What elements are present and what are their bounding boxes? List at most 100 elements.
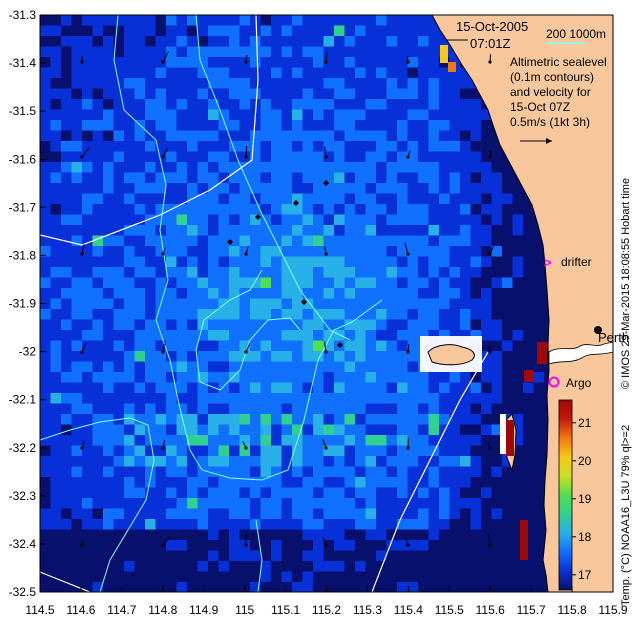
velocity-arrow: [162, 148, 169, 158]
velocity-origin: [406, 350, 410, 354]
drifter-label: drifter: [561, 255, 592, 269]
velocity-arrow: [324, 146, 327, 158]
velocity-origin: [324, 543, 328, 547]
velocity-origin: [80, 350, 84, 354]
velocity-origin: [488, 252, 492, 256]
x-tick-label: 115.1: [271, 603, 300, 617]
drifter-marker: >: [544, 255, 552, 270]
velocity-origin: [161, 350, 165, 354]
credit: © IMOS 29-Mar-2015 18:08:55 Hobart time: [620, 178, 632, 389]
y-tick-label: -31.8: [9, 248, 37, 262]
y-tick-label: -32.4: [9, 537, 37, 551]
x-tick-label: 114.8: [148, 603, 177, 617]
land-mask-strip: [500, 414, 506, 454]
coastal-warm-pixel: [537, 342, 547, 364]
colorbar-tick-label: 17: [578, 568, 592, 582]
velocity-origin: [324, 252, 328, 256]
velocity-arrow: [488, 534, 491, 546]
isobath-legend: 200 1000m: [546, 27, 606, 41]
velocity-origin: [488, 350, 492, 354]
y-tick-label: -31.9: [9, 297, 37, 311]
isobath-200m-2: [195, 269, 301, 391]
side-caption: Temp. (°C) NOAA16_L3U 79% ql>=2: [620, 425, 632, 606]
drifter-track-point: [323, 180, 329, 186]
velocity-origin: [488, 155, 492, 159]
city-label: Perth: [598, 330, 629, 345]
velocity-origin: [161, 252, 165, 256]
drifter-track-point: [337, 342, 343, 348]
x-tick-label: 115.2: [312, 603, 341, 617]
velocity-scale-arrow: [520, 138, 552, 144]
coastal-warm-pixel: [506, 420, 514, 456]
velocity-origin: [324, 155, 328, 159]
isobath-1000m-2: [371, 351, 489, 592]
x-tick-label: 114.5: [25, 603, 54, 617]
colorbar-ticks: 21 20 19 18 17: [572, 416, 592, 582]
velocity-origin: [80, 252, 84, 256]
y-tick-label: -31.6: [9, 152, 37, 166]
velocity-origin: [406, 446, 410, 450]
x-tick-label: 115.5: [435, 603, 464, 617]
velocity-vectors: [80, 51, 494, 547]
x-tick-label: 115.9: [598, 603, 627, 617]
velocity-origin: [244, 252, 248, 256]
x-tick-label: 115.3: [353, 603, 382, 617]
drifter-track-point: [255, 214, 261, 220]
altimetry-line-2: (0.1m contours): [510, 70, 594, 84]
x-tick-label: 114.9: [189, 603, 218, 617]
x-tick-label: 115: [235, 603, 254, 617]
velocity-origin: [488, 446, 492, 450]
velocity-arrow: [404, 242, 409, 255]
velocity-origin: [80, 60, 84, 64]
velocity-origin: [80, 543, 84, 547]
velocity-origin: [161, 60, 165, 64]
velocity-origin: [244, 60, 248, 64]
drifter-track-point: [227, 239, 233, 245]
velocity-origin: [406, 155, 410, 159]
velocity-arrow: [162, 536, 171, 546]
velocity-origin: [161, 543, 165, 547]
isobath-200m-3: [40, 417, 155, 592]
altimetry-line-3: and velocity for: [510, 85, 591, 99]
x-tick-label: 114.7: [107, 603, 136, 617]
colorbar-tick-label: 20: [578, 454, 592, 468]
argo-marker: [548, 376, 560, 388]
x-tick-label: 114.6: [66, 603, 95, 617]
velocity-origin: [324, 60, 328, 64]
x-tick-label: 115.8: [558, 603, 587, 617]
coastal-warm-pixel: [440, 45, 448, 63]
velocity-arrow: [81, 244, 85, 255]
drifter-track-point: [301, 299, 307, 305]
isobath-1000m-3: [40, 571, 91, 592]
y-tick-label: -31.5: [9, 104, 37, 118]
velocity-origin: [161, 446, 165, 450]
colorbar-tick-label: 19: [578, 492, 592, 506]
coastal-warm-pixel: [520, 520, 528, 560]
city-marker: [594, 326, 602, 334]
velocity-origin: [161, 155, 165, 159]
velocity-origin: [80, 155, 84, 159]
x-tick-label: 115.6: [476, 603, 505, 617]
altimetry-line-5: 0.5m/s (1kt 3h): [510, 115, 590, 129]
altimetry-line-4: 15-Oct 07Z: [510, 100, 570, 114]
x-axis: 114.5 114.6 114.7 114.8 114.9 115 115.1 115.2 11…: [25, 586, 628, 617]
argo-label: Argo: [566, 376, 592, 390]
velocity-origin: [488, 60, 492, 64]
isobath-200m: [113, 15, 383, 481]
velocity-origin: [244, 543, 248, 547]
y-tick-label: -31.7: [9, 200, 37, 214]
colorbar-tick-label: 18: [578, 530, 592, 544]
x-tick-label: 115.7: [517, 603, 546, 617]
isobath-200m-4: [195, 15, 351, 341]
time-label: 07:01Z: [470, 36, 511, 51]
y-axis: -31.3 -31.4 -31.5 -31.6 -31.7 -31.8 -31.9 -32 -3…: [9, 8, 46, 599]
y-tick-label: -31.4: [9, 56, 37, 70]
velocity-arrow: [325, 51, 328, 63]
y-tick-label: -32.2: [9, 441, 37, 455]
colorbar-tick-label: 21: [578, 416, 592, 430]
velocity-arrow: [162, 51, 169, 63]
y-tick-label: -32.1: [9, 393, 37, 407]
river-estuary: [548, 341, 613, 365]
velocity-origin: [488, 543, 492, 547]
credit-text: © IMOS 29-Mar-2015 18:08:55 Hobart time: [620, 178, 632, 389]
